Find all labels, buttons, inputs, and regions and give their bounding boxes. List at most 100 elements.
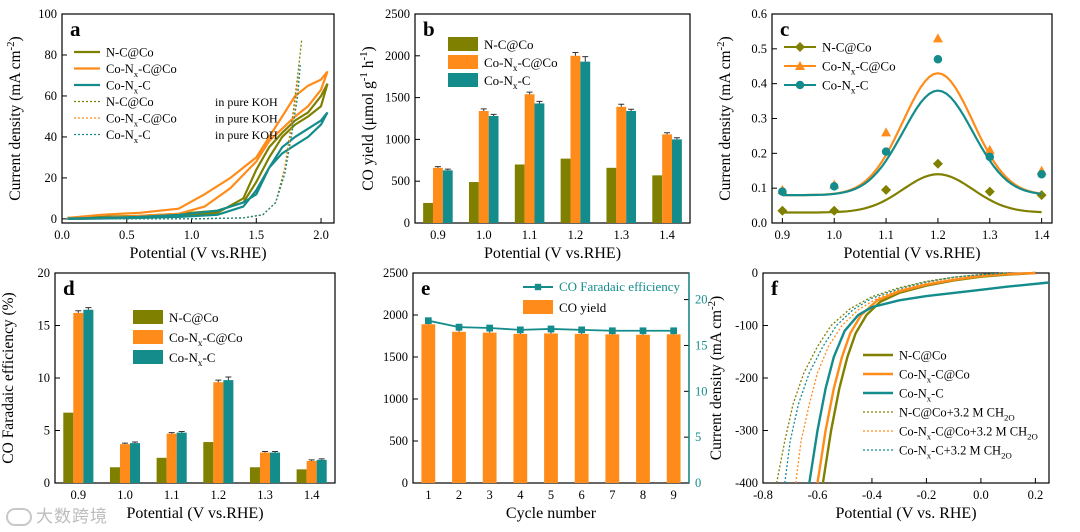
bar-d <box>223 380 234 483</box>
data-point-c <box>984 144 995 154</box>
y-tick-label-a: 80 <box>45 48 58 62</box>
x-tick-label-d: 1.1 <box>164 488 180 502</box>
x-tick-label-e: 8 <box>640 488 646 502</box>
y-tick-label-c: 0.5 <box>751 42 767 56</box>
x-tick-label-f: 0.2 <box>1028 488 1044 502</box>
series-line-a <box>67 70 329 221</box>
bar-b <box>442 170 453 223</box>
bar-b <box>432 167 443 223</box>
bar-d <box>119 444 131 483</box>
x-tick-label-a: 1.0 <box>184 228 200 242</box>
bar-d <box>203 442 214 483</box>
bar-d <box>166 433 177 483</box>
y-tick-label-d: 0 <box>44 476 50 490</box>
bar-b <box>570 55 581 223</box>
x-tick-label-f: 0.0 <box>973 488 989 502</box>
error-bar-b <box>628 108 635 111</box>
y-axis-label-d: CO Faradaic efficiency (%) <box>0 292 17 463</box>
legend-swatch-b <box>448 37 478 51</box>
legend-label-a: N-C@Co <box>106 95 154 109</box>
data-point-c <box>984 186 995 197</box>
legend-swatch-d <box>133 310 163 324</box>
x-axis-label-b: Potential (V vs.RHE) <box>484 245 621 262</box>
data-point-c <box>829 205 840 216</box>
bar-d <box>156 457 167 483</box>
y-tick-label-e: 2500 <box>383 266 408 280</box>
bar-d <box>83 309 94 483</box>
x-tick-label-a: 0.0 <box>54 228 70 242</box>
x-tick-label-e: 5 <box>548 488 554 502</box>
y-tick-label-d: 5 <box>44 424 50 438</box>
x-tick-label-e: 4 <box>517 488 524 502</box>
y-tick-label-a: 40 <box>45 130 58 144</box>
bar-b <box>534 103 545 223</box>
bar-d <box>109 467 120 483</box>
y-tick-label-b: 1000 <box>385 132 410 146</box>
y-tick-label-e: 20 <box>695 293 708 307</box>
legend-label-a: Co-Nx-C@Co <box>106 112 177 129</box>
bar-d <box>73 312 84 483</box>
y-tick-label-f: 0 <box>752 266 758 280</box>
legend-suffix-a: in pure KOH <box>215 112 278 126</box>
y-tick-label-d: 10 <box>38 371 51 385</box>
bar-e <box>636 334 650 483</box>
legend-label-f: N-C@Co+3.2 M CH2O <box>899 406 1015 423</box>
series-line-f <box>808 281 1050 484</box>
y-axis-label-b: CO yield (μmol g-1 h-1) <box>358 46 377 190</box>
data-point-c <box>881 127 892 137</box>
y-tick-label-b: 1500 <box>385 91 410 105</box>
x-axis-label-e: Cycle number <box>506 505 597 522</box>
bar-b <box>488 115 499 223</box>
x-axis-label-d: Potential (V vs.RHE) <box>126 505 263 522</box>
error-bar-b <box>434 166 441 168</box>
legend-label-f: N-C@Co <box>899 349 947 363</box>
error-bar-b <box>572 51 579 56</box>
panel-label-f: f <box>771 276 779 300</box>
error-bar-d <box>122 442 128 445</box>
plot-frame-b <box>414 13 691 224</box>
data-point-c <box>985 152 995 162</box>
legend-label-a: N-C@Co <box>106 46 154 60</box>
legend-label-a: Co-Nx-C <box>106 128 151 145</box>
x-tick-label-b: 1.2 <box>568 228 584 242</box>
bar-b <box>662 134 673 223</box>
watermark: 大数跨境 <box>6 502 108 527</box>
y-tick-label-a: 100 <box>38 7 57 21</box>
bar-b <box>514 164 525 223</box>
fit-curve-c <box>782 89 1042 197</box>
error-bar-b <box>582 56 589 62</box>
y-tick-label-e: 1000 <box>383 392 408 406</box>
x-tick-label-d: 1.0 <box>117 488 133 502</box>
error-bar-d <box>215 379 222 383</box>
bar-b <box>560 158 571 223</box>
bar-d <box>213 382 224 483</box>
legend-label-d: N-C@Co <box>169 310 219 325</box>
fe-point-e <box>516 326 524 334</box>
legend-suffix-a: in pure KOH <box>215 95 278 109</box>
x-tick-label-c: 0.9 <box>775 228 791 242</box>
y-tick-label-e: 500 <box>389 434 408 448</box>
bar-d <box>270 452 281 483</box>
legend-label-e: CO yield <box>559 300 607 315</box>
data-point-c <box>933 55 943 64</box>
panel-label-e: e <box>421 276 430 300</box>
y-tick-label-d: 20 <box>38 266 51 280</box>
data-point-c <box>1036 190 1047 201</box>
legend-suffix-a: in pure KOH <box>215 128 278 142</box>
series-line-f <box>795 272 1009 484</box>
x-tick-label-f: -0.8 <box>753 488 773 502</box>
legend-marker-c <box>795 80 805 90</box>
data-point-c <box>778 187 787 196</box>
legend-label-f: Co-Nx-C+3.2 M CH2O <box>899 444 1012 461</box>
fe-point-e <box>455 323 463 331</box>
fe-point-e <box>608 327 616 335</box>
y-tick-label-c: 0.2 <box>751 146 767 160</box>
x-tick-label-b: 1.0 <box>476 228 492 242</box>
bar-e <box>666 334 681 483</box>
legend-swatch-b <box>448 55 478 69</box>
y-tick-label-e: 10 <box>695 384 708 398</box>
legend-label-c: Co-Nx-C <box>822 78 868 96</box>
legend-swatch-d <box>133 330 163 344</box>
x-tick-label-c: 1.1 <box>878 228 894 242</box>
x-tick-label-b: 1.4 <box>659 228 675 242</box>
